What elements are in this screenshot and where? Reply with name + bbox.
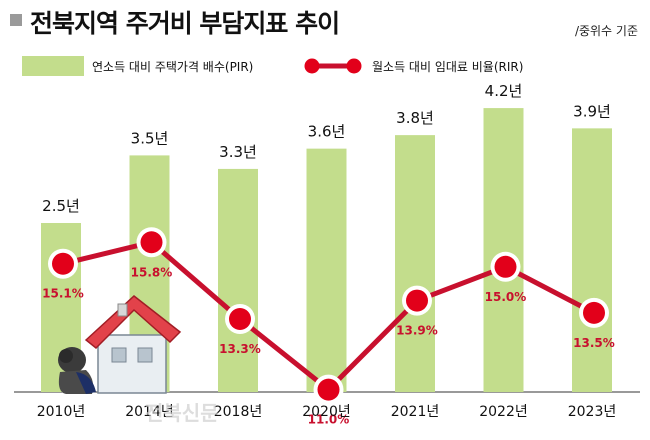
bar-value-labels: 2.5년 3.5년 3.3년 3.6년 3.8년 4.2년 3.9년 bbox=[42, 82, 611, 215]
legend-swatch-rir bbox=[304, 58, 362, 74]
bar-value-label-2: 3.3년 bbox=[219, 143, 257, 161]
line-value-labels: 15.1% 15.8% 13.3% 11.0% 13.9% 15.0% 13.5% bbox=[42, 265, 615, 426]
rir-point-5 bbox=[494, 255, 517, 278]
bar-value-label-5: 4.2년 bbox=[485, 82, 523, 100]
x-tick-label-5: 2022년 bbox=[479, 404, 528, 420]
bar-value-label-4: 3.8년 bbox=[396, 109, 434, 127]
rir-point-4 bbox=[406, 289, 428, 312]
bar-value-label-3: 3.6년 bbox=[308, 123, 346, 141]
rir-value-label-2: 13.3% bbox=[219, 342, 261, 356]
bar-6 bbox=[572, 128, 612, 393]
rir-point-2 bbox=[229, 308, 251, 330]
x-tick-label-6: 2023년 bbox=[568, 404, 617, 420]
rir-value-label-4: 13.9% bbox=[396, 324, 438, 338]
chart-title: 전북지역 주거비 부담지표 추이 bbox=[30, 9, 340, 38]
x-tick-label-3: 2020년 bbox=[302, 404, 351, 420]
legend-label-rir: 월소득 대비 임대료 비율(RIR) bbox=[372, 60, 523, 74]
bar-value-label-0: 2.5년 bbox=[42, 197, 80, 215]
rir-value-label-3: 11.0% bbox=[308, 413, 350, 427]
sitting-person-illustration bbox=[58, 347, 96, 394]
watermark: 전북신문 bbox=[145, 401, 219, 425]
x-tick-label-1: 2014년 bbox=[125, 404, 174, 420]
x-tick-label-0: 2010년 bbox=[37, 404, 86, 420]
bar-5 bbox=[483, 108, 524, 392]
x-axis-ticks: 2010년 2014년 2018년 2020년 2021년 2022년 2023년 bbox=[37, 404, 617, 420]
rir-point-1 bbox=[140, 231, 163, 254]
basis-note: /중위수 기준 bbox=[574, 24, 638, 38]
bar-2 bbox=[218, 168, 258, 392]
legend-label-pir: 연소득 대비 주택가격 배수(PIR) bbox=[92, 60, 253, 74]
rir-value-label-5: 15.0% bbox=[485, 290, 527, 304]
rir-point-6 bbox=[583, 301, 605, 324]
bar-3 bbox=[306, 148, 347, 392]
rir-value-label-6: 13.5% bbox=[573, 336, 615, 350]
line-series bbox=[48, 227, 609, 405]
rir-value-label-1: 15.8% bbox=[131, 265, 173, 279]
x-tick-label-4: 2021년 bbox=[391, 404, 440, 420]
legend-swatch-pir bbox=[22, 56, 84, 76]
house-illustration bbox=[84, 295, 182, 394]
rir-point-0 bbox=[52, 252, 74, 275]
title-marker bbox=[10, 14, 22, 26]
rir-point-3 bbox=[317, 378, 340, 401]
x-tick-label-2: 2018년 bbox=[214, 404, 263, 420]
bar-4 bbox=[395, 135, 435, 392]
bar-value-label-6: 3.9년 bbox=[573, 102, 611, 120]
bar-value-label-1: 3.5년 bbox=[131, 129, 169, 147]
rir-value-label-0: 15.1% bbox=[42, 287, 84, 301]
